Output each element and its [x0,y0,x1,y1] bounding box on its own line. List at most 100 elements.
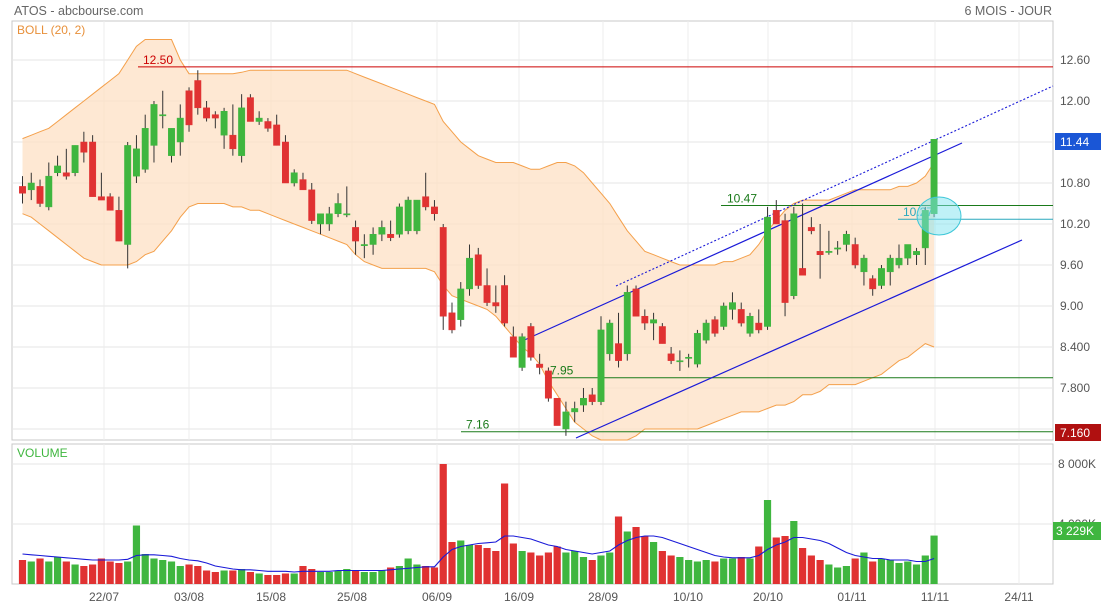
date-tick-label: 20/10 [753,590,783,604]
candle-body [159,114,167,117]
candle-body [132,148,140,177]
volume-average [22,535,935,573]
volume-bar [658,551,666,584]
candle-body [667,353,675,361]
date-tick-label: 11/11 [921,590,950,604]
candle-body [387,233,395,238]
candle-body [282,141,289,184]
candle-body [509,336,517,358]
volume-bar [702,560,710,584]
candle-body [790,213,798,296]
price-axis: 12.6012.0011.4010.8010.209.609.008.4007.… [1060,53,1090,436]
candle-body [492,302,500,307]
candle-body [255,117,263,122]
candle-body [615,343,622,361]
volume-bar [579,557,588,584]
volume-bar [246,572,254,584]
volume-bar [202,570,211,584]
candle-body [203,107,211,119]
low-price-label: 7.160 [1060,426,1090,440]
candle-body [71,145,79,173]
volume-bar [229,570,237,584]
candle-body [62,172,70,177]
candle-body [781,220,789,303]
volume-bar [886,560,894,584]
candle-body [317,213,324,225]
volume-bar [150,558,158,584]
date-tick-label: 01/11 [837,590,866,604]
candle-body [720,305,728,327]
candle-body [369,233,377,245]
volume-bar [877,558,886,584]
candle-body [772,210,780,225]
volume-bar [930,535,938,584]
breakout-highlight [916,196,962,236]
candle-body [842,233,850,245]
volume-bar [781,536,789,584]
price-tick-label: 8.400 [1060,340,1090,354]
volume-bar [711,561,719,584]
volume-bar [597,555,605,584]
volume-bar [71,564,79,584]
volume-bar [588,560,596,584]
volume-bar [772,537,780,584]
candle-body [325,213,333,225]
volume-bar [404,558,412,584]
volume-bar [746,558,754,584]
candle-body [764,216,771,327]
bollinger-lower [22,203,935,441]
trend-channel [519,85,1054,439]
volume-bar [676,557,684,584]
candle-body [895,257,903,266]
candle-body [825,251,833,253]
candle-body [89,141,97,197]
candle-body [238,107,246,156]
candle-body [518,336,526,368]
candle-body [45,175,53,208]
candle-body [501,285,509,324]
current-price-badge [1055,133,1101,150]
current-volume-label: 3 229K [1056,524,1094,538]
volume-bar [89,564,97,584]
low-price-badge [1055,424,1101,441]
volume-bar [641,536,649,584]
price-tick-label: 12.00 [1060,94,1090,108]
volume-bar [106,561,114,584]
volume-bar [238,569,246,584]
volume-ma-line [22,535,935,573]
volume-bar [124,561,132,584]
volume-bar [860,552,868,584]
candle-body [913,251,920,255]
volume-bar [264,575,272,584]
candle-body [474,254,482,286]
volume-bar [474,545,482,584]
candle-body [588,394,596,402]
volume-bar [141,554,149,584]
volume-bar [737,557,745,584]
candle-body [536,363,544,368]
volume-bar [343,569,351,584]
current-price-label: 11.44 [1060,135,1089,149]
candle-body [308,189,316,221]
candle-body [106,196,114,211]
volume-bar [483,548,491,584]
volume-bar [492,551,500,584]
volume-bar [755,546,763,584]
candle-body [641,315,649,324]
volume-bar [465,545,474,584]
volume-bar [825,564,833,584]
candle-body [737,309,745,324]
date-tick-label: 28/09 [588,590,618,604]
candle-body [404,199,412,232]
candle-body [729,302,736,310]
candle-body [19,186,26,194]
price-tick-label: 9.60 [1060,258,1084,272]
candle-body [869,278,877,290]
candle-body [54,165,62,173]
volume-bar [351,570,360,584]
volume-bar [720,558,728,584]
candle-body [755,322,763,331]
volume-bar [132,525,141,584]
volume-bar [790,521,798,584]
volume-bar [536,555,544,584]
